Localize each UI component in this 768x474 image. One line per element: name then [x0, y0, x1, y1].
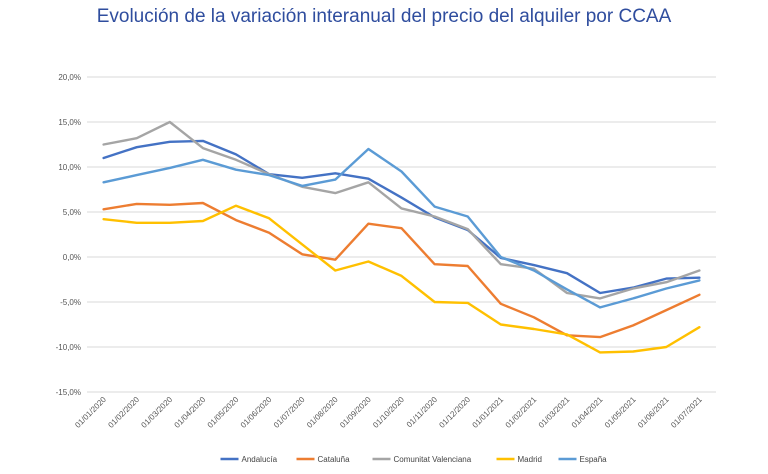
x-tick-label: 01/06/2020 — [239, 395, 274, 430]
y-tick-label: 5,0% — [63, 208, 81, 217]
x-tick-label: 01/03/2020 — [139, 395, 174, 430]
x-tick-label: 01/01/2021 — [471, 395, 506, 430]
legend-label: Madrid — [518, 455, 542, 464]
chart-title: Evolución de la variación interanual del… — [96, 6, 672, 27]
x-tick-label: 01/10/2020 — [371, 395, 406, 430]
series-line — [102, 204, 701, 354]
x-tick-label: 01/08/2020 — [305, 395, 340, 430]
y-axis-tick-labels: 20,0% 15,0% 10,0% 5,0% 0,0% -5,0% -10,0% -15,0% — [56, 73, 81, 397]
x-tick-label: 01/06/2021 — [636, 395, 671, 430]
x-tick-label: 01/09/2020 — [338, 395, 373, 430]
x-tick-label: 01/11/2020 — [405, 395, 440, 430]
x-tick-label: 01/05/2021 — [603, 395, 638, 430]
legend: Andalucía Cataluña Comunitat Valenciana Mad… — [220, 455, 608, 464]
y-tick-label: -15,0% — [56, 388, 81, 397]
x-tick-label: 01/04/2021 — [570, 395, 605, 430]
y-tick-label: 0,0% — [63, 253, 81, 262]
x-tick-label: 01/02/2021 — [504, 395, 539, 430]
x-tick-label: 01/03/2021 — [537, 395, 572, 430]
y-tick-label: -5,0% — [60, 298, 81, 307]
x-tick-label: 01/01/2020 — [73, 395, 108, 430]
x-axis-tick-labels: 01/01/202001/02/202001/03/202001/04/2020… — [73, 395, 704, 430]
x-tick-label: 01/12/2020 — [437, 395, 472, 430]
gridlines — [87, 76, 716, 393]
y-tick-label: 10,0% — [58, 163, 81, 172]
x-tick-label: 01/02/2020 — [106, 395, 141, 430]
series-line — [102, 201, 701, 339]
legend-label: España — [580, 455, 608, 464]
y-tick-label: -10,0% — [56, 343, 81, 352]
legend-label: Comunitat Valenciana — [394, 455, 472, 464]
x-tick-label: 01/05/2020 — [206, 395, 241, 430]
legend-label: Cataluña — [318, 455, 351, 464]
x-tick-label: 01/04/2020 — [173, 395, 208, 430]
series-line — [102, 120, 701, 300]
legend-label: Andalucía — [242, 455, 278, 464]
series-line — [102, 147, 701, 309]
x-tick-label: 01/07/2021 — [669, 395, 704, 430]
y-tick-label: 20,0% — [58, 73, 81, 82]
series-lines — [102, 120, 701, 354]
y-tick-label: 15,0% — [58, 118, 81, 127]
x-tick-label: 01/07/2020 — [272, 395, 307, 430]
series-line — [102, 139, 701, 295]
